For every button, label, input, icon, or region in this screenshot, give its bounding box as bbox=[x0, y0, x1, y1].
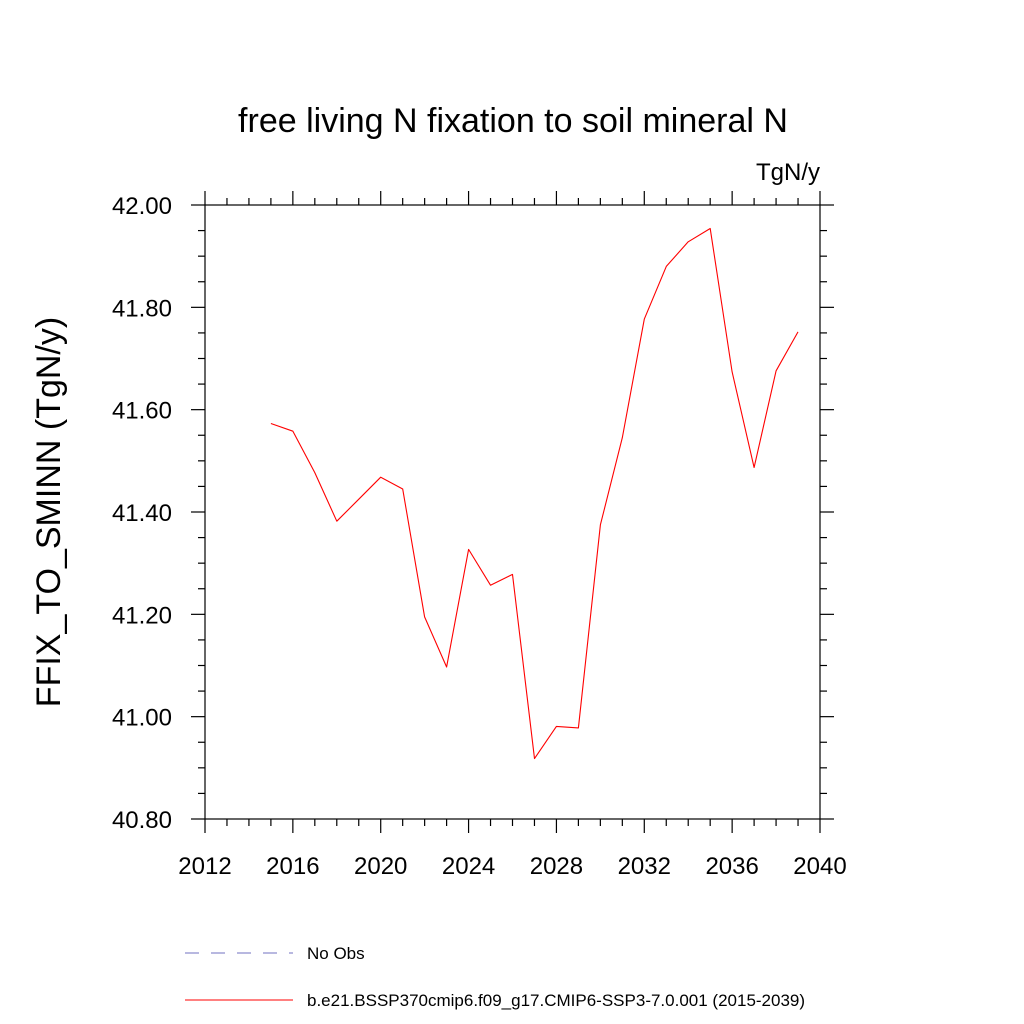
x-tick-label: 2012 bbox=[178, 853, 231, 880]
y-tick-label: 41.40 bbox=[112, 500, 172, 527]
y-axis-label: FFIX_TO_SMINN (TgN/y) bbox=[30, 317, 68, 707]
series-line bbox=[270, 227, 799, 760]
plot-frame bbox=[204, 204, 821, 820]
y-tick-label: 42.00 bbox=[112, 193, 172, 220]
x-tick-label: 2028 bbox=[530, 853, 583, 880]
chart-title: free living N fixation to soil mineral N bbox=[238, 102, 788, 140]
x-tick-label: 2040 bbox=[793, 853, 846, 880]
x-tick-label: 2024 bbox=[442, 853, 495, 880]
y-tick-label: 41.60 bbox=[112, 398, 172, 425]
x-tick-label: 2036 bbox=[705, 853, 758, 880]
legend: No Obs b.e21.BSSP370cmip6.f09_g17.CMIP6-… bbox=[185, 944, 805, 1010]
tick-marks bbox=[191, 191, 834, 833]
y-tick-label: 41.00 bbox=[112, 705, 172, 732]
y-tick-label: 41.20 bbox=[112, 602, 172, 629]
x-tick-label: 2020 bbox=[354, 853, 407, 880]
y-tick-label: 40.80 bbox=[112, 807, 172, 834]
legend-label-no-obs: No Obs bbox=[307, 944, 365, 963]
x-tick-label: 2032 bbox=[618, 853, 671, 880]
tick-labels: 2012 2016 2020 2024 2028 2032 2036 2040 40.80 41.… bbox=[112, 193, 847, 880]
y-tick-label: 41.80 bbox=[112, 295, 172, 322]
units-label: TgN/y bbox=[756, 159, 820, 186]
legend-label-model: b.e21.BSSP370cmip6.f09_g17.CMIP6-SSP3-7.… bbox=[307, 991, 805, 1010]
x-tick-label: 2016 bbox=[266, 853, 319, 880]
series-layer bbox=[270, 227, 799, 760]
